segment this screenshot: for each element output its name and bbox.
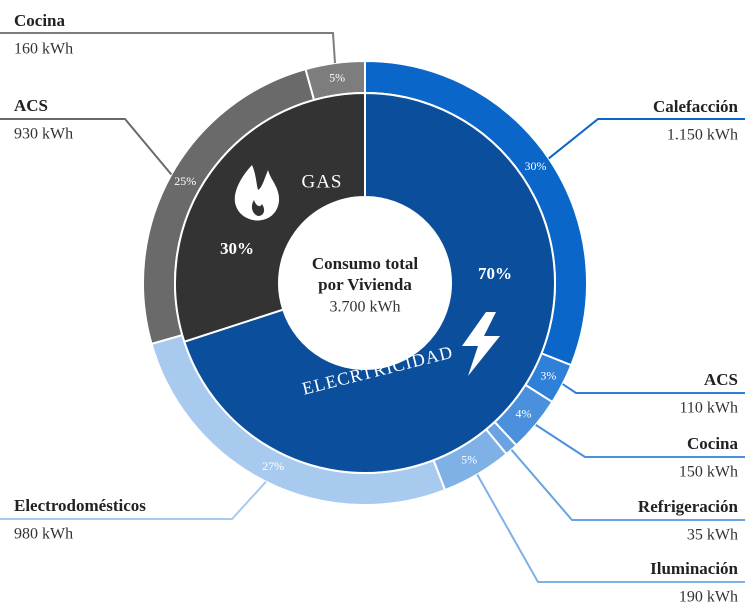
category-label: Cocina <box>14 11 66 30</box>
leader-line <box>510 449 745 521</box>
value-label: 160 kWh <box>14 41 73 58</box>
leader-line <box>0 481 267 520</box>
value-label: 110 kWh <box>679 400 738 417</box>
category-label: Electrodomésticos <box>14 496 146 515</box>
value-label: 150 kWh <box>679 464 738 481</box>
share-label: 5% <box>329 71 345 85</box>
inner-category: GAS <box>301 171 342 192</box>
category-label: ACS <box>14 96 48 115</box>
value-label: 35 kWh <box>687 527 738 544</box>
category-label: Refrigeración <box>638 497 739 516</box>
value-label: 1.150 kWh <box>667 127 738 144</box>
share-label: 5% <box>461 452 477 466</box>
center-total: 3.700 kWh <box>329 299 400 316</box>
share-label: 25% <box>174 174 196 188</box>
category-label: Cocina <box>687 434 739 453</box>
leader-line <box>535 424 745 458</box>
inner-share-label: 70% <box>478 264 512 283</box>
share-label: 27% <box>262 459 284 473</box>
center-line2: por Vivienda <box>318 275 412 294</box>
center-line1: Consumo total <box>312 254 419 273</box>
value-label: 930 kWh <box>14 126 73 143</box>
inner-share-label: 30% <box>220 239 254 258</box>
leader-line <box>548 118 745 160</box>
leader-line <box>0 32 336 64</box>
value-label: 190 kWh <box>679 589 738 603</box>
lightning-icon <box>462 312 500 376</box>
share-label: 30% <box>525 159 547 173</box>
value-label: 980 kWh <box>14 526 73 543</box>
category-label: Calefacción <box>653 97 739 116</box>
category-label: Iluminación <box>650 559 738 578</box>
center-hole <box>279 197 451 369</box>
share-label: 4% <box>515 406 531 420</box>
category-label: ACS <box>704 370 738 389</box>
share-label: 3% <box>540 369 556 383</box>
leader-line <box>476 474 745 583</box>
leader-line <box>0 118 173 176</box>
flame-icon <box>234 165 280 221</box>
leader-line <box>562 383 745 394</box>
labels: Calefacción 1.150 kWh ACS 110 kWh Cocina 150 … <box>0 11 745 603</box>
